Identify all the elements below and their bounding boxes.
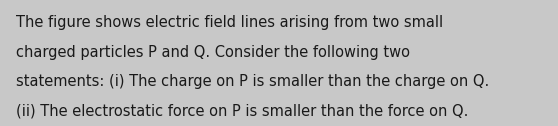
Text: (ii) The electrostatic force on P is smaller than the force on Q.: (ii) The electrostatic force on P is sma… (16, 104, 468, 119)
Text: The figure shows electric field lines arising from two small: The figure shows electric field lines ar… (16, 15, 442, 30)
Text: statements: (i) The charge on P is smaller than the charge on Q.: statements: (i) The charge on P is small… (16, 74, 489, 89)
Text: charged particles P and Q. Consider the following two: charged particles P and Q. Consider the … (16, 45, 410, 60)
